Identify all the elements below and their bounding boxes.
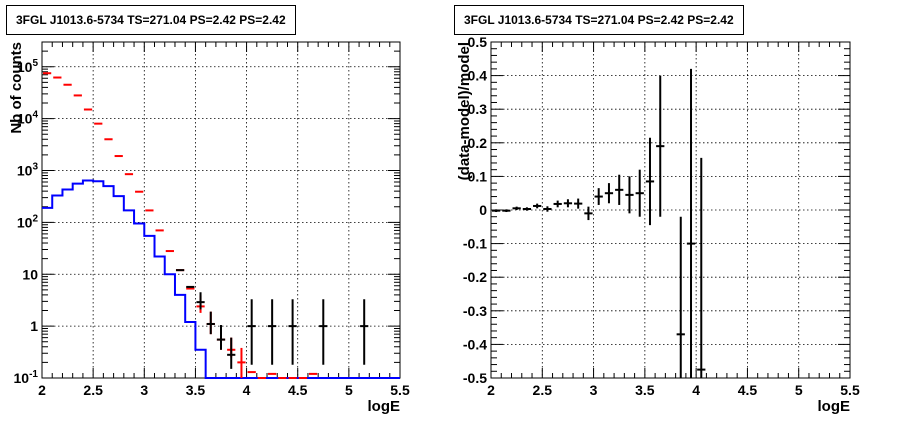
left-x-tick-label: 2.5 xyxy=(83,382,103,398)
left-x-tick-label: 4 xyxy=(243,382,251,398)
right-x-axis-title: logE xyxy=(818,398,851,415)
right-y-tick-label: 0 xyxy=(479,202,487,218)
left-x-tick-label: 2 xyxy=(38,382,46,398)
right-x-tick-label: 3 xyxy=(590,382,598,398)
right-x-tick-label: 4.5 xyxy=(738,382,758,398)
left-chart-title: 3FGL J1013.6-5734 TS=271.04 PS=2.42 PS=2… xyxy=(6,5,296,35)
right-x-tick-label: 4 xyxy=(692,382,700,398)
left-x-tick-label: 3 xyxy=(140,382,148,398)
right-chart-title: 3FGL J1013.6-5734 TS=271.04 PS=2.42 PS=2… xyxy=(454,5,744,35)
left-y-tick-label: 104 xyxy=(17,110,39,127)
right-y-tick-label: 0.5 xyxy=(468,34,488,50)
right-x-tick-label: 2.5 xyxy=(533,382,553,398)
right-y-tick-label: 0.4 xyxy=(468,68,488,84)
left-x-tick-label: 5.5 xyxy=(390,382,410,398)
right-y-tick-label: 0.3 xyxy=(468,101,488,117)
right-y-tick-label: -0.3 xyxy=(463,303,487,319)
right-y-tick-label: 0.2 xyxy=(468,135,488,151)
left-y-tick-label: 103 xyxy=(17,162,39,179)
left-x-tick-label: 3.5 xyxy=(186,382,206,398)
right-y-tick-label: -0.2 xyxy=(463,269,487,285)
left-x-tick-label: 5 xyxy=(345,382,353,398)
right-y-tick-label: -0.5 xyxy=(463,370,487,386)
blue-model-histogram xyxy=(42,179,400,379)
left-y-tick-label: 1 xyxy=(30,318,38,334)
right-y-axis-title: (data-model)/model xyxy=(456,42,473,180)
left-y-tick-label: 102 xyxy=(17,213,39,230)
left-y-tick-label: 10-1 xyxy=(14,369,39,386)
right-x-tick-label: 5 xyxy=(795,382,803,398)
right-x-tick-label: 5.5 xyxy=(840,382,860,398)
right-x-tick-label: 3.5 xyxy=(635,382,655,398)
left-y-tick-label: 105 xyxy=(17,58,39,75)
right-y-tick-label: -0.4 xyxy=(463,336,487,352)
right-x-tick-label: 2 xyxy=(487,382,495,398)
left-y-tick-label: 10 xyxy=(22,266,38,282)
right-y-tick-label: -0.1 xyxy=(463,236,487,252)
left-x-tick-label: 4.5 xyxy=(288,382,308,398)
right-y-tick-label: 0.1 xyxy=(468,168,488,184)
left-y-axis-title: Nb of counts xyxy=(8,42,25,134)
left-x-axis-title: logE xyxy=(368,398,401,415)
